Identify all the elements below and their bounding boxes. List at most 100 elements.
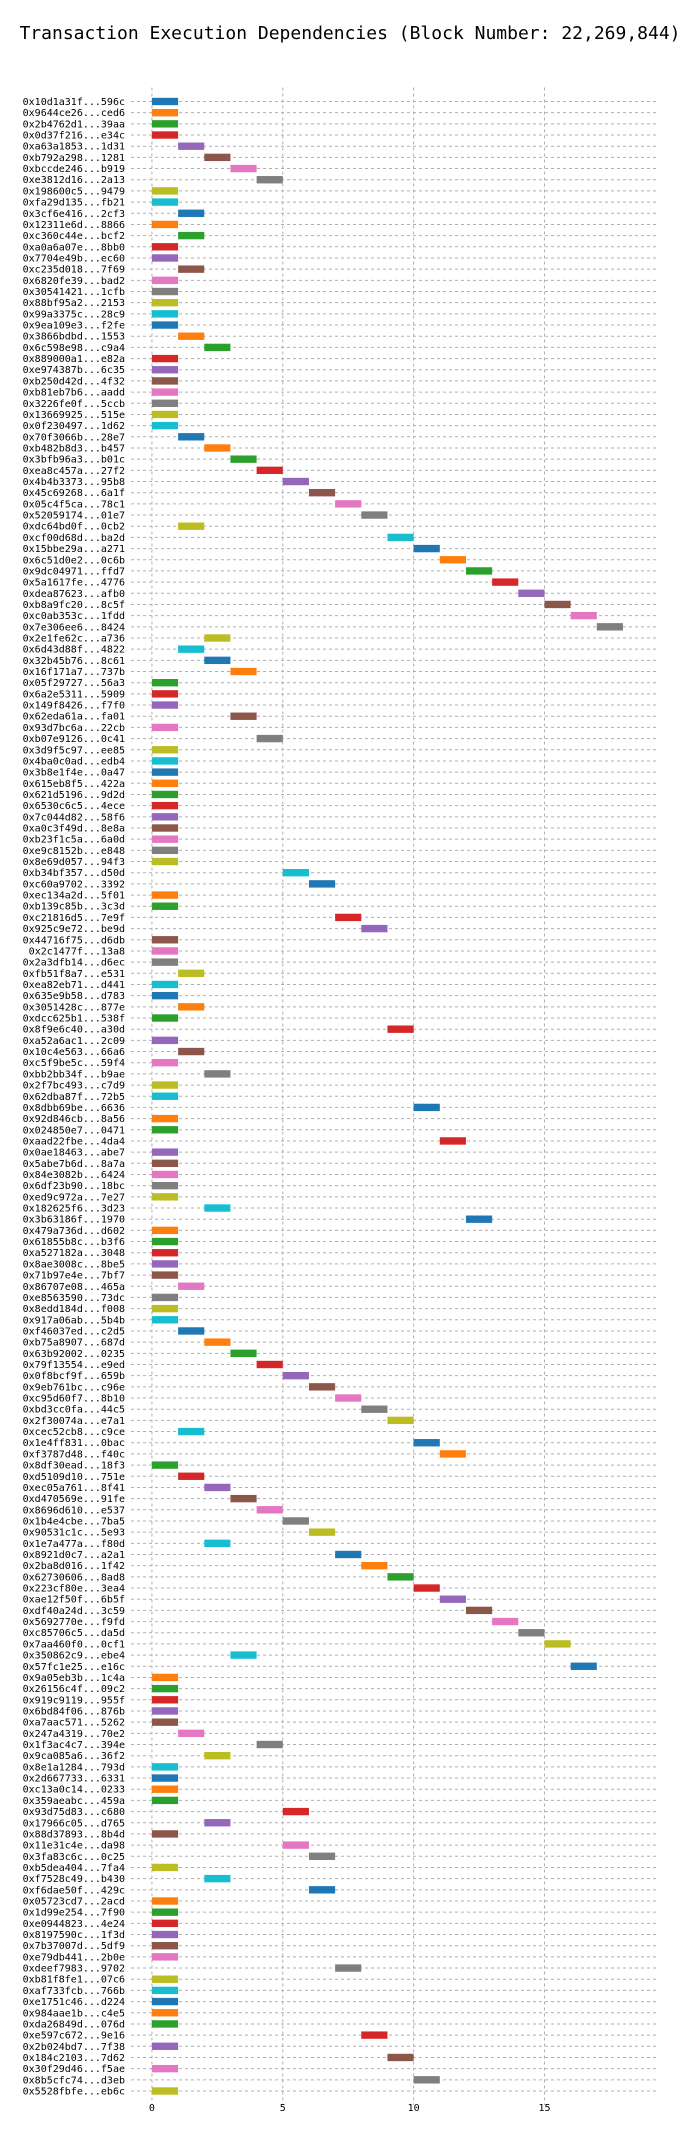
tx-bar xyxy=(465,1606,493,1615)
tx-label: 0x8ae3008c...8be5 xyxy=(23,1259,125,1270)
tx-bar xyxy=(151,1260,179,1268)
tx-label: 0x63b92002...0235 xyxy=(23,1349,125,1360)
tx-bar xyxy=(204,1204,231,1212)
tx-bar xyxy=(151,254,179,262)
tx-bar xyxy=(361,924,388,933)
x-tick-label: 5 xyxy=(280,2103,286,2114)
tx-bar xyxy=(151,824,179,832)
tx-bar xyxy=(230,1494,257,1503)
tx-label: 0x223cf80e...3ea4 xyxy=(23,1584,125,1595)
tx-label: 0xa63a1853...1d31 xyxy=(23,142,125,153)
tx-label: 0xe3812d16...2a13 xyxy=(23,175,125,186)
tx-label: 0x90531c1c...5e93 xyxy=(23,1528,125,1539)
tx-bar xyxy=(151,1718,179,1726)
tx-bar xyxy=(308,1886,336,1894)
tx-bar xyxy=(151,813,179,821)
tx-label: 0xb75a8907...687d xyxy=(23,1338,125,1349)
tx-bar xyxy=(151,421,179,430)
tx-bar xyxy=(151,779,179,787)
tx-label: 0xaf733fcb...766b xyxy=(23,1986,125,1997)
tx-label: 0xed9c972a...7e27 xyxy=(23,1192,125,1203)
tx-label: 0x52059174...01e7 xyxy=(23,511,125,522)
tx-label: 0x0d37f216...e34c xyxy=(23,131,125,142)
tx-label: 0xe974387b...6c35 xyxy=(23,365,125,376)
tx-bar xyxy=(204,1874,231,1883)
tx-bar xyxy=(178,209,205,217)
tx-bar xyxy=(230,1651,257,1659)
tx-label: 0xc60a9702...3392 xyxy=(23,879,125,890)
tx-bar xyxy=(230,164,257,173)
tx-label: 0x8dbb69be...6636 xyxy=(23,1103,125,1114)
tx-bar xyxy=(282,1371,309,1380)
tx-label: 0x17966c05...d765 xyxy=(23,1818,125,1829)
tx-label: 0x0f230497...1d62 xyxy=(23,421,125,432)
tx-label: 0xc13a0c14...0233 xyxy=(23,1785,125,1796)
tx-label: 0x05c4f5ca...78c1 xyxy=(23,499,125,510)
tx-bar xyxy=(151,1304,179,1313)
tx-bar xyxy=(178,433,205,441)
tx-bar xyxy=(204,1819,231,1827)
tx-label: 0x7c044d82...58f6 xyxy=(23,812,125,823)
tx-label: 0x8b5cfc74...d3eb xyxy=(23,2075,125,2086)
tx-label: 0x350862c9...ebe4 xyxy=(23,1651,125,1662)
tx-label: 0x88bf95a2...2153 xyxy=(23,298,125,309)
tx-label: 0xd470569e...91fe xyxy=(23,1494,125,1505)
tx-bar xyxy=(308,1528,336,1536)
tx-label: 0x198600c5...9479 xyxy=(23,186,125,197)
tx-bar xyxy=(151,310,179,318)
tx-bar xyxy=(151,746,179,754)
tx-bar xyxy=(151,1897,179,1905)
tx-label: 0xbccde246...b919 xyxy=(23,164,125,175)
tx-bar xyxy=(151,2042,179,2050)
tx-label: 0x9eb761bc...c96e xyxy=(23,1382,125,1393)
tx-label: 0xc85706c5...da5d xyxy=(23,1628,125,1639)
tx-bar xyxy=(439,1450,466,1458)
tx-bar xyxy=(204,153,231,162)
tx-label: 0xc21816d5...7e9f xyxy=(23,913,125,924)
tx-bar xyxy=(151,1249,179,1257)
tx-bar xyxy=(151,2064,179,2073)
tx-bar xyxy=(439,556,466,564)
tx-label: 0xf7528c49...b430 xyxy=(23,1874,125,1885)
tx-bar xyxy=(151,701,179,709)
tx-label: 0x86707e08...465a xyxy=(23,1282,125,1293)
tx-label: 0x6bd84f06...876b xyxy=(23,1706,125,1717)
tx-label: 0xb8a9fc20...8c5f xyxy=(23,600,125,611)
tx-label: 0x149f8426...f7f0 xyxy=(23,701,125,712)
tx-bar xyxy=(256,1506,283,1514)
tx-label: 0xc360c44e...bcf2 xyxy=(23,231,125,242)
tx-label: 0xcf00d68d...ba2d xyxy=(23,533,125,544)
tx-label: 0xbb2bb34f...b9ae xyxy=(23,1069,125,1080)
tx-bar xyxy=(204,1338,231,1346)
tx-bar xyxy=(151,958,179,966)
tx-bar xyxy=(151,1930,179,1939)
tx-label: 0x889000a1...e82a xyxy=(23,354,125,365)
tx-label: 0xb23f1c5a...6a0d xyxy=(23,835,125,846)
tx-bar xyxy=(282,1841,309,1849)
tx-bar xyxy=(151,1684,179,1693)
tx-label: 0x62dba87f...72b5 xyxy=(23,1092,125,1103)
tx-label: 0xb792a298...1281 xyxy=(23,153,125,164)
tx-bar xyxy=(335,1964,362,1972)
tx-bar xyxy=(151,1126,179,1134)
x-ticks-layer: 0 5 10 15 xyxy=(149,2103,551,2114)
tx-label: 0x2c1477f...13a8 xyxy=(29,946,125,957)
tx-bar xyxy=(151,1986,179,1995)
tx-label: 0x9a05eb3b...1c4a xyxy=(23,1673,125,1684)
tx-bar xyxy=(204,656,231,665)
tx-label: 0x30f29d46...f5ae xyxy=(23,2064,125,2075)
tx-bar xyxy=(151,2020,179,2028)
tx-bar xyxy=(204,343,231,352)
tx-label: 0x7704e49b...ec60 xyxy=(23,253,125,264)
tx-label: 0xe0944823...4e24 xyxy=(23,1919,125,1930)
tx-label: 0x3226fe0f...5ccb xyxy=(23,399,125,410)
tx-label: 0xaad22fbe...4da4 xyxy=(23,1136,125,1147)
tx-bar xyxy=(413,544,440,553)
tx-bar xyxy=(361,2031,388,2039)
tx-label: 0x635e9b58...d783 xyxy=(23,991,125,1002)
tx-bar xyxy=(151,936,179,944)
tx-label: 0x2d667733...6331 xyxy=(23,1774,125,1785)
tx-bar xyxy=(151,723,179,732)
tx-bar xyxy=(282,1807,309,1816)
tx-label: 0x6c51d0e2...0c6b xyxy=(23,555,125,566)
